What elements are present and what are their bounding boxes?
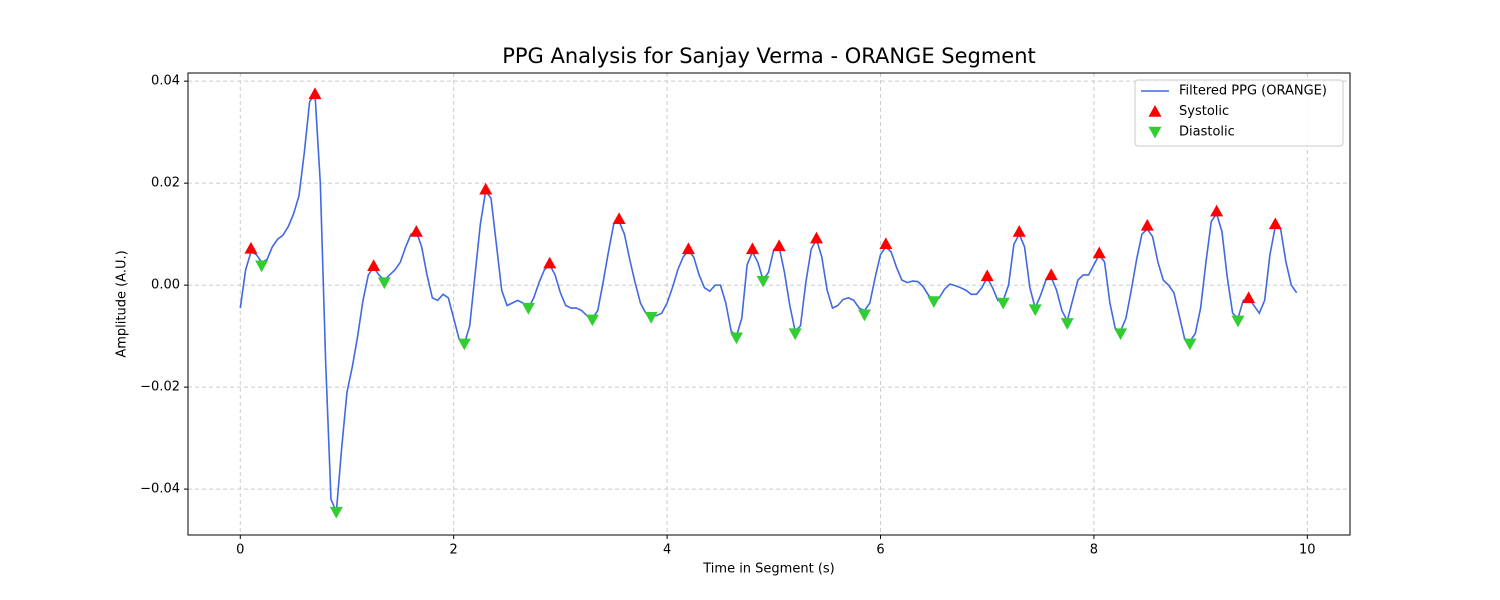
y-tick-label: −0.02 bbox=[140, 380, 180, 395]
diastolic-marker bbox=[585, 314, 599, 327]
x-tick-label: 0 bbox=[236, 543, 244, 558]
systolic-marker bbox=[772, 239, 786, 252]
diastolic-marker bbox=[1183, 338, 1197, 351]
legend-label: Systolic bbox=[1179, 104, 1229, 119]
systolic-marker bbox=[612, 212, 626, 225]
systolic-marker bbox=[681, 242, 695, 255]
diastolic-marker bbox=[1028, 304, 1042, 317]
x-tick-label: 2 bbox=[450, 543, 458, 558]
systolic-marker bbox=[745, 242, 759, 255]
systolic-marker bbox=[367, 259, 381, 271]
systolic-marker bbox=[1044, 268, 1058, 281]
legend-label: Diastolic bbox=[1179, 125, 1235, 140]
legend-label: Filtered PPG (ORANGE) bbox=[1179, 84, 1327, 99]
x-tick-label: 6 bbox=[876, 543, 884, 558]
y-tick-label: 0.00 bbox=[151, 278, 180, 293]
diastolic-marker bbox=[457, 338, 471, 351]
legend-box bbox=[1134, 79, 1344, 147]
ppg-line bbox=[239, 91, 1298, 513]
diastolic-marker bbox=[756, 275, 770, 288]
systolic-marker bbox=[1012, 225, 1026, 237]
y-tick-label: −0.04 bbox=[140, 482, 180, 497]
x-tick-label: 8 bbox=[1090, 543, 1098, 558]
diastolic-marker bbox=[996, 297, 1010, 310]
systolic-marker bbox=[879, 237, 893, 250]
systolic-marker bbox=[1092, 246, 1106, 259]
diastolic-marker bbox=[729, 332, 743, 345]
diastolic-marker bbox=[857, 309, 871, 322]
diastolic-marker bbox=[1060, 318, 1074, 330]
x-tick-label: 10 bbox=[1299, 543, 1316, 558]
systolic-marker bbox=[1140, 218, 1154, 231]
diastolic-marker bbox=[255, 260, 269, 273]
systolic-marker bbox=[308, 87, 322, 100]
legend-marker bbox=[1148, 126, 1162, 139]
systolic-marker bbox=[244, 241, 258, 254]
diastolic-marker bbox=[644, 312, 658, 324]
plot-frame bbox=[187, 72, 1351, 536]
x-tick-label: 4 bbox=[663, 543, 671, 558]
x-axis-label: Time in Segment (s) bbox=[702, 562, 834, 577]
systolic-marker bbox=[409, 225, 423, 237]
systolic-marker bbox=[1210, 204, 1224, 217]
legend-marker bbox=[1148, 105, 1162, 117]
diastolic-marker bbox=[1231, 315, 1245, 328]
y-tick-label: 0.02 bbox=[151, 176, 180, 191]
systolic-marker bbox=[980, 269, 994, 282]
systolic-marker bbox=[479, 182, 493, 195]
systolic-marker bbox=[1268, 217, 1282, 230]
diastolic-marker bbox=[329, 506, 343, 519]
systolic-marker bbox=[809, 231, 823, 244]
diastolic-marker bbox=[521, 302, 535, 315]
chart-title: PPG Analysis for Sanjay Verma - ORANGE S… bbox=[502, 44, 1036, 68]
systolic-marker bbox=[1242, 291, 1256, 304]
y-tick-label: 0.04 bbox=[151, 74, 180, 89]
diastolic-marker bbox=[788, 328, 802, 341]
diastolic-marker bbox=[927, 296, 941, 308]
diastolic-marker bbox=[1114, 328, 1128, 341]
y-axis-label: Amplitude (A.U.) bbox=[115, 250, 130, 357]
systolic-marker bbox=[543, 256, 557, 269]
diastolic-marker bbox=[377, 277, 391, 290]
